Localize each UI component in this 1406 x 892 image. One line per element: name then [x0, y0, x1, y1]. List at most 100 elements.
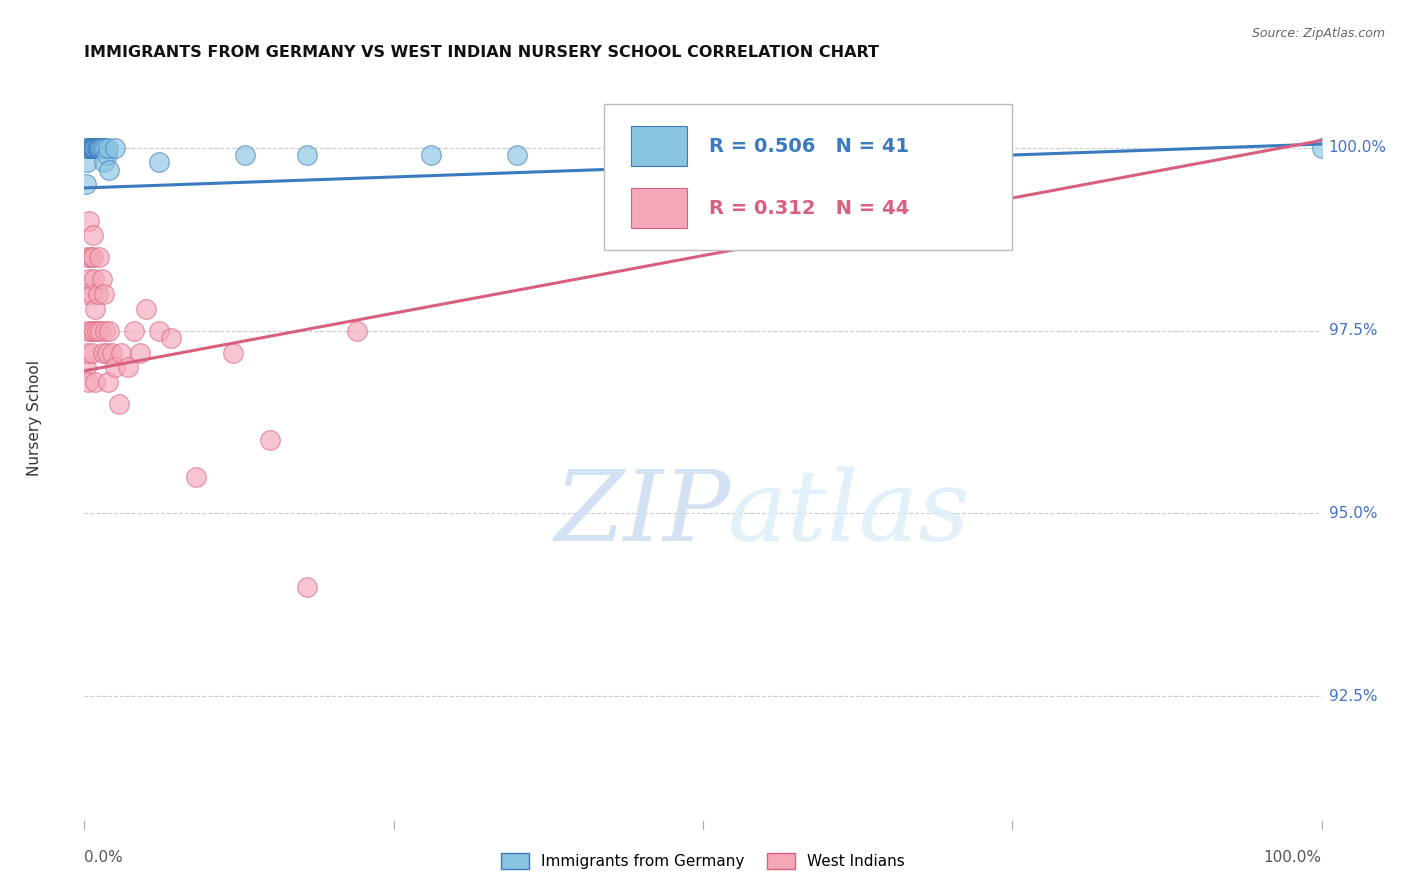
- Bar: [631, 188, 688, 228]
- Point: [110, 345, 132, 359]
- Point: [87, 141, 110, 155]
- Legend: Immigrants from Germany, West Indians: Immigrants from Germany, West Indians: [495, 847, 911, 875]
- Point: [76, 345, 98, 359]
- Point: [84, 141, 107, 155]
- Point: [82, 228, 104, 243]
- Point: [89, 141, 111, 155]
- Point: [89, 324, 111, 338]
- Text: ZIP: ZIP: [554, 466, 731, 561]
- Point: [89, 141, 111, 155]
- Text: Nursery School: Nursery School: [27, 360, 42, 476]
- Point: [79, 141, 101, 155]
- Point: [83, 324, 105, 338]
- Point: [82, 141, 104, 155]
- Point: [83, 141, 105, 155]
- Point: [84, 301, 107, 316]
- Point: [914, 162, 936, 177]
- Point: [80, 287, 103, 301]
- Point: [82, 251, 104, 265]
- Point: [75, 360, 97, 375]
- Text: Source: ZipAtlas.com: Source: ZipAtlas.com: [1251, 27, 1385, 40]
- Point: [87, 287, 110, 301]
- Point: [93, 155, 115, 169]
- Text: 100.0%: 100.0%: [1264, 850, 1322, 865]
- Point: [692, 141, 714, 155]
- Point: [184, 470, 207, 484]
- Point: [90, 272, 112, 286]
- Point: [222, 345, 245, 359]
- Text: R = 0.506   N = 41: R = 0.506 N = 41: [709, 136, 910, 156]
- Point: [79, 251, 101, 265]
- Point: [100, 345, 122, 359]
- Point: [96, 345, 118, 359]
- Point: [77, 324, 100, 338]
- Point: [233, 148, 256, 162]
- Point: [80, 141, 103, 155]
- Point: [79, 272, 101, 286]
- Point: [117, 360, 139, 375]
- Point: [79, 141, 101, 155]
- Point: [87, 141, 110, 155]
- Point: [97, 141, 120, 155]
- Point: [86, 141, 108, 155]
- Point: [91, 141, 114, 155]
- Point: [89, 141, 111, 155]
- Point: [94, 141, 117, 155]
- Bar: [631, 126, 688, 166]
- Point: [94, 324, 117, 338]
- Point: [75, 287, 97, 301]
- Point: [80, 141, 103, 155]
- Point: [97, 375, 120, 389]
- Point: [506, 148, 529, 162]
- Point: [77, 375, 100, 389]
- Point: [83, 272, 105, 286]
- Point: [82, 141, 104, 155]
- Point: [108, 397, 131, 411]
- Point: [89, 251, 111, 265]
- Point: [295, 580, 318, 594]
- Point: [129, 345, 152, 359]
- Point: [135, 301, 157, 316]
- Point: [295, 148, 318, 162]
- Point: [104, 360, 127, 375]
- Point: [93, 287, 115, 301]
- Text: R = 0.312   N = 44: R = 0.312 N = 44: [709, 199, 910, 218]
- Point: [76, 251, 98, 265]
- Point: [79, 214, 101, 228]
- Point: [79, 141, 101, 155]
- Text: 100.0%: 100.0%: [1329, 140, 1386, 155]
- Point: [89, 141, 111, 155]
- Point: [84, 375, 107, 389]
- Point: [79, 324, 101, 338]
- Point: [86, 141, 108, 155]
- Point: [98, 324, 121, 338]
- Point: [75, 178, 97, 192]
- Text: 0.0%: 0.0%: [84, 850, 124, 865]
- Point: [1310, 141, 1333, 155]
- Point: [80, 345, 103, 359]
- Point: [76, 141, 98, 155]
- Text: atlas: atlas: [728, 466, 970, 561]
- Text: IMMIGRANTS FROM GERMANY VS WEST INDIAN NURSERY SCHOOL CORRELATION CHART: IMMIGRANTS FROM GERMANY VS WEST INDIAN N…: [84, 45, 879, 60]
- Point: [122, 324, 145, 338]
- Point: [76, 155, 98, 169]
- Point: [96, 148, 118, 162]
- Point: [148, 324, 170, 338]
- Point: [77, 141, 100, 155]
- Point: [86, 324, 108, 338]
- Text: 97.5%: 97.5%: [1329, 323, 1376, 338]
- Point: [419, 148, 441, 162]
- Text: 92.5%: 92.5%: [1329, 689, 1376, 704]
- Point: [79, 141, 101, 155]
- Point: [83, 141, 105, 155]
- Text: 95.0%: 95.0%: [1329, 506, 1376, 521]
- Point: [259, 434, 281, 448]
- Point: [98, 162, 121, 177]
- Point: [104, 141, 127, 155]
- Point: [346, 324, 368, 338]
- Point: [160, 331, 183, 345]
- Point: [148, 155, 170, 169]
- Point: [84, 141, 107, 155]
- Point: [91, 345, 114, 359]
- Point: [90, 141, 112, 155]
